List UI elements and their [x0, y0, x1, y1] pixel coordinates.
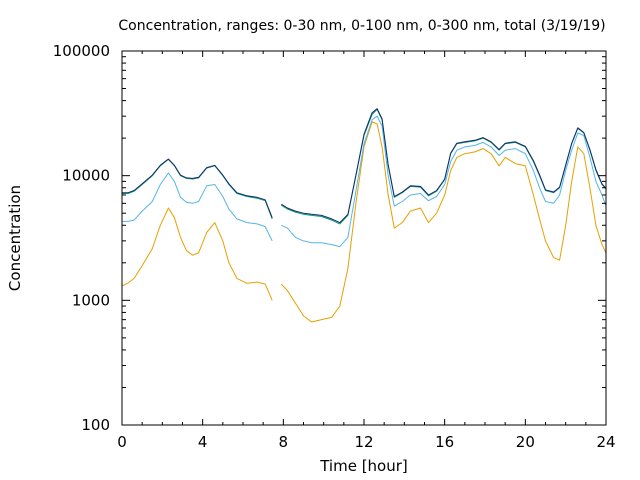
series-layer [121, 108, 607, 323]
y-tick-label: 100 [81, 416, 110, 434]
series-line-4 [122, 108, 607, 224]
x-tick-label: 4 [198, 433, 208, 451]
chart-title: Concentration, ranges: 0-30 nm, 0-100 nm… [118, 18, 605, 34]
series-line-1 [121, 121, 607, 323]
x-tick-label: 20 [516, 433, 535, 451]
series-line-2 [122, 115, 607, 248]
y-tick-label: 10000 [62, 167, 110, 185]
y-tick-label: 1000 [72, 291, 110, 309]
series-line-3 [122, 108, 607, 225]
x-axis-label: Time [hour] [319, 457, 408, 475]
x-axis: 0 4 8 12 16 20 24 [117, 51, 616, 451]
y-axis: 100 1000 10000 100000 [53, 42, 606, 434]
y-axis-label: Concentration [6, 185, 24, 291]
y-tick-label: 100000 [53, 42, 110, 60]
x-tick-label: 0 [117, 433, 127, 451]
x-tick-label: 16 [435, 433, 454, 451]
x-tick-label: 12 [354, 433, 373, 451]
plot-frame [121, 50, 607, 426]
x-tick-label: 8 [279, 433, 289, 451]
x-tick-label: 24 [596, 433, 615, 451]
